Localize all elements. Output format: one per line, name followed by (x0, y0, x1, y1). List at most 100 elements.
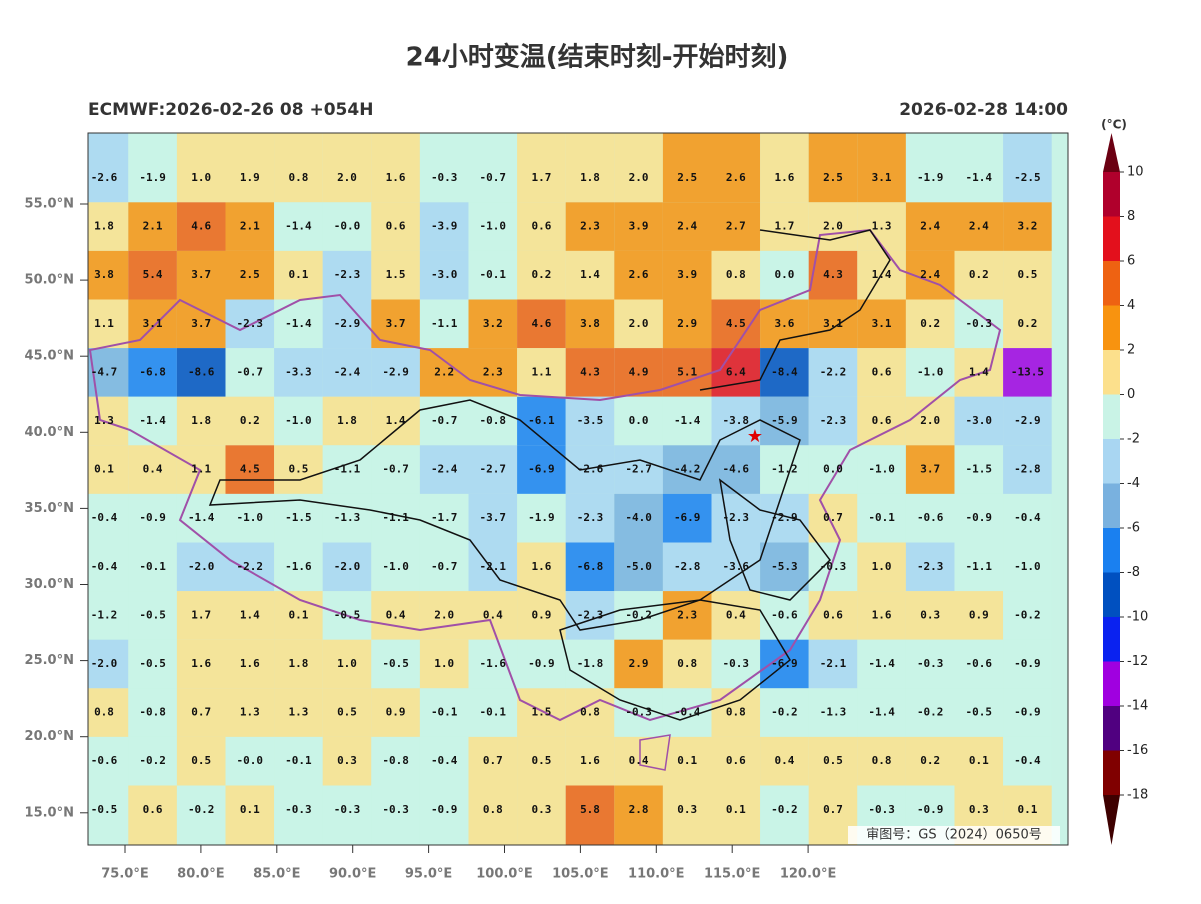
grid-value: -1.5 (285, 511, 312, 524)
grid-value: 1.4 (240, 608, 260, 621)
grid-value: 2.9 (629, 657, 649, 670)
grid-value: -0.3 (285, 803, 312, 816)
temperature-cell (1003, 542, 1052, 592)
grid-value: 4.6 (531, 317, 551, 330)
temperature-cell (88, 688, 129, 737)
temperature-cell (808, 133, 858, 203)
grid-value: -1.0 (917, 365, 944, 378)
temperature-cell (614, 133, 663, 203)
lat-label: 50.0°N (25, 273, 74, 288)
grid-value: -1.4 (868, 706, 895, 719)
temperature-cell (662, 250, 712, 300)
temperature-cell (468, 299, 518, 349)
grid-value: -1.0 (480, 220, 507, 233)
temperature-cell (419, 591, 469, 640)
grid-value: 0.2 (920, 317, 940, 330)
grid-value: 0.0 (629, 414, 649, 427)
temperature-cell (662, 133, 712, 203)
temperature-cell (468, 785, 518, 845)
temperature-cell (954, 639, 1004, 689)
grid-value: 0.8 (288, 171, 308, 184)
temperature-cell (88, 493, 129, 543)
grid-value: 0.3 (920, 608, 940, 621)
temperature-cell (225, 736, 275, 786)
temperature-cell (371, 133, 420, 203)
lon-label: 85.0°E (253, 867, 300, 882)
grid-value: -2.3 (723, 511, 750, 524)
colorbar-segment (1103, 394, 1120, 439)
grid-value: 0.2 (240, 414, 260, 427)
temperature-cell (371, 688, 420, 737)
grid-value: -6.9 (528, 463, 555, 476)
temperature-cell (371, 785, 420, 845)
grid-value: 1.0 (337, 657, 357, 670)
grid-value: -0.2 (188, 803, 215, 816)
temperature-cell (225, 133, 275, 203)
temperature-cell (274, 785, 323, 845)
temperature-cell (954, 445, 1004, 494)
grid-value: 3.2 (1017, 220, 1037, 233)
grid-value: -1.4 (868, 657, 895, 670)
grid-value: 0.1 (288, 268, 308, 281)
temperature-cell (711, 348, 761, 397)
temperature-cell (954, 250, 1004, 300)
grid-value: 1.5 (386, 268, 406, 281)
temperature-cell (128, 785, 177, 845)
temperature-cell (419, 299, 469, 349)
grid-value: -1.7 (431, 511, 458, 524)
grid-value: 2.0 (337, 171, 357, 184)
colorbar-label: -14 (1127, 699, 1148, 714)
temperature-cell (614, 493, 663, 543)
colorbar-label: 0 (1127, 387, 1135, 402)
grid-value: -2.7 (625, 463, 652, 476)
grid-value: -2.1 (480, 560, 507, 573)
grid-value: 3.8 (580, 317, 600, 330)
grid-value: -0.9 (139, 511, 166, 524)
grid-value: -0.9 (966, 511, 993, 524)
temperature-cell (419, 542, 469, 592)
temperature-cell (176, 133, 226, 203)
grid-value: -3.0 (966, 414, 993, 427)
temperature-cell (128, 542, 177, 592)
temperature-cell (857, 299, 906, 349)
grid-value: -1.9 (528, 511, 555, 524)
grid-value: -1.0 (868, 463, 895, 476)
colorbar-over (1103, 133, 1120, 172)
grid-value: 0.3 (677, 803, 697, 816)
temperature-cell (419, 250, 469, 300)
title: 24小时变温(结束时刻-开始时刻) (406, 42, 789, 73)
temperature-cell (808, 493, 858, 543)
temperature-cell (176, 639, 226, 689)
grid-value: 1.7 (191, 608, 211, 621)
colorbar-segment (1103, 216, 1120, 261)
grid-value: -1.3 (820, 706, 847, 719)
temperature-cell (322, 493, 372, 543)
grid-value: -0.7 (431, 414, 458, 427)
grid-value: 0.4 (629, 754, 649, 767)
temperature-cell (662, 639, 712, 689)
temperature-cell (517, 785, 566, 845)
grid-value: -5.3 (771, 560, 798, 573)
temperature-cell (517, 250, 566, 300)
grid-value: 0.9 (386, 706, 406, 719)
temperature-cell (274, 542, 323, 592)
grid-value: 5.4 (143, 268, 163, 281)
grid-value: -8.4 (771, 365, 798, 378)
temperature-cell (857, 348, 906, 397)
grid-value: 0.5 (1017, 268, 1037, 281)
grid-value: 2.0 (434, 608, 454, 621)
temperature-cell (565, 591, 615, 640)
grid-value: 0.3 (969, 803, 989, 816)
temperature-cell (225, 202, 275, 251)
grid-value: 1.3 (872, 220, 892, 233)
grid-value: 3.1 (823, 317, 843, 330)
temperature-cell (614, 542, 663, 592)
grid-value: -0.1 (431, 706, 458, 719)
temperature-cell (322, 639, 372, 689)
grid-value: -0.6 (91, 754, 118, 767)
grid-value: -0.9 (1014, 706, 1041, 719)
temperature-cell (954, 133, 1004, 203)
temperature-cell (857, 591, 906, 640)
grid-value: -2.9 (334, 317, 361, 330)
temperature-cell (857, 396, 906, 446)
